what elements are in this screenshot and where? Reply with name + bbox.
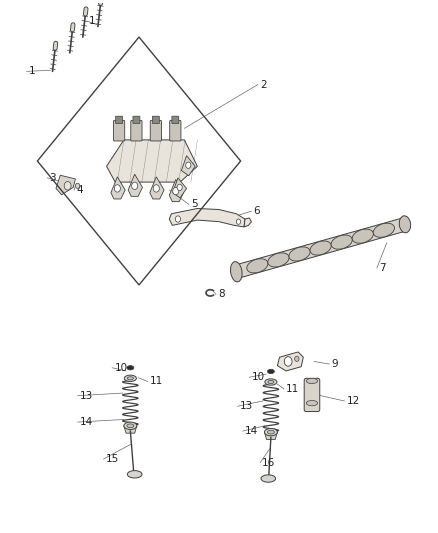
Ellipse shape <box>265 429 277 436</box>
Polygon shape <box>56 175 75 195</box>
Text: 4: 4 <box>76 185 83 195</box>
Circle shape <box>114 185 120 192</box>
Ellipse shape <box>268 381 274 384</box>
Text: 9: 9 <box>332 359 338 369</box>
Ellipse shape <box>127 471 142 478</box>
FancyBboxPatch shape <box>133 116 140 124</box>
Circle shape <box>153 185 159 192</box>
Circle shape <box>132 182 138 190</box>
Ellipse shape <box>261 475 276 482</box>
Ellipse shape <box>124 375 136 382</box>
FancyBboxPatch shape <box>113 120 125 141</box>
Ellipse shape <box>310 241 331 255</box>
Circle shape <box>186 162 191 168</box>
Polygon shape <box>265 432 277 440</box>
Polygon shape <box>277 352 304 371</box>
Ellipse shape <box>127 366 134 370</box>
FancyBboxPatch shape <box>304 378 320 411</box>
FancyBboxPatch shape <box>131 120 142 141</box>
FancyBboxPatch shape <box>172 116 179 124</box>
FancyBboxPatch shape <box>150 120 162 141</box>
Ellipse shape <box>352 229 373 243</box>
Polygon shape <box>169 208 245 227</box>
Polygon shape <box>235 217 406 278</box>
FancyBboxPatch shape <box>152 116 159 124</box>
Circle shape <box>177 184 182 191</box>
Text: 11: 11 <box>286 384 299 394</box>
Ellipse shape <box>268 253 289 267</box>
Text: 15: 15 <box>106 454 119 464</box>
Text: 5: 5 <box>191 199 198 209</box>
Text: 3: 3 <box>49 173 56 183</box>
Polygon shape <box>124 426 137 433</box>
Text: 8: 8 <box>218 289 225 300</box>
Text: 10: 10 <box>114 363 127 373</box>
Text: 13: 13 <box>80 391 93 401</box>
Circle shape <box>284 357 292 366</box>
Ellipse shape <box>373 223 395 237</box>
Circle shape <box>64 182 71 190</box>
Text: 14: 14 <box>80 417 93 427</box>
Circle shape <box>236 219 240 224</box>
Ellipse shape <box>268 369 274 374</box>
Circle shape <box>173 188 179 195</box>
Circle shape <box>175 216 180 222</box>
Ellipse shape <box>306 400 318 406</box>
Text: 14: 14 <box>245 426 258 436</box>
Text: 1: 1 <box>89 16 96 26</box>
Ellipse shape <box>127 424 134 427</box>
Polygon shape <box>244 218 251 227</box>
Text: 1: 1 <box>29 66 35 76</box>
Text: 12: 12 <box>346 396 360 406</box>
Ellipse shape <box>268 430 274 434</box>
Text: 16: 16 <box>262 458 276 468</box>
FancyBboxPatch shape <box>170 120 181 141</box>
Text: 7: 7 <box>379 263 385 273</box>
Text: 6: 6 <box>254 206 260 216</box>
Polygon shape <box>173 178 187 198</box>
Ellipse shape <box>331 235 352 249</box>
Ellipse shape <box>230 262 242 282</box>
Ellipse shape <box>247 259 268 273</box>
Ellipse shape <box>289 247 310 261</box>
Circle shape <box>295 356 299 361</box>
Polygon shape <box>111 177 125 199</box>
Polygon shape <box>169 180 184 201</box>
Ellipse shape <box>124 422 137 430</box>
FancyBboxPatch shape <box>116 116 123 124</box>
Text: 11: 11 <box>150 376 163 386</box>
Text: 10: 10 <box>251 372 265 382</box>
Polygon shape <box>181 156 195 176</box>
Ellipse shape <box>306 378 318 384</box>
Polygon shape <box>128 174 142 196</box>
Ellipse shape <box>127 377 134 380</box>
Polygon shape <box>106 140 198 182</box>
Text: 13: 13 <box>240 401 253 411</box>
Ellipse shape <box>265 379 277 385</box>
Text: 2: 2 <box>260 79 267 90</box>
Ellipse shape <box>399 216 411 233</box>
Circle shape <box>75 183 80 189</box>
Polygon shape <box>150 177 164 199</box>
